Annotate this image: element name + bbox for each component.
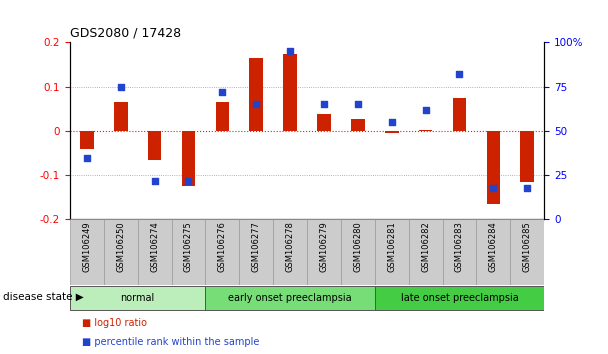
FancyBboxPatch shape: [137, 219, 171, 285]
Point: [319, 102, 329, 107]
Text: normal: normal: [120, 293, 155, 303]
Point: [353, 102, 363, 107]
FancyBboxPatch shape: [206, 219, 240, 285]
Text: GSM106279: GSM106279: [319, 222, 328, 272]
Text: GSM106277: GSM106277: [252, 222, 261, 272]
Text: GSM106282: GSM106282: [421, 222, 430, 272]
Text: ■ percentile rank within the sample: ■ percentile rank within the sample: [82, 337, 260, 347]
Text: early onset preeclampsia: early onset preeclampsia: [228, 293, 352, 303]
Text: disease state ▶: disease state ▶: [3, 292, 84, 302]
Point: [218, 89, 227, 95]
Text: GSM106285: GSM106285: [523, 222, 532, 272]
Text: ■ log10 ratio: ■ log10 ratio: [82, 318, 147, 328]
FancyBboxPatch shape: [273, 219, 307, 285]
Text: GSM106276: GSM106276: [218, 222, 227, 272]
FancyBboxPatch shape: [171, 219, 206, 285]
FancyBboxPatch shape: [375, 219, 409, 285]
Bar: [182, 131, 195, 186]
Bar: [317, 114, 331, 131]
Point: [285, 48, 295, 54]
Text: GSM106250: GSM106250: [116, 222, 125, 272]
FancyBboxPatch shape: [70, 286, 206, 310]
Point: [82, 155, 92, 160]
Bar: [486, 131, 500, 204]
Text: GSM106249: GSM106249: [82, 222, 91, 272]
Point: [150, 178, 159, 183]
Text: late onset preeclampsia: late onset preeclampsia: [401, 293, 519, 303]
FancyBboxPatch shape: [104, 219, 137, 285]
Text: GSM106281: GSM106281: [387, 222, 396, 272]
Point: [421, 107, 430, 113]
Bar: [351, 119, 365, 131]
Bar: [114, 102, 128, 131]
Point: [488, 185, 498, 190]
Text: GSM106275: GSM106275: [184, 222, 193, 272]
Bar: [419, 130, 432, 131]
FancyBboxPatch shape: [443, 219, 477, 285]
Bar: [80, 131, 94, 149]
FancyBboxPatch shape: [477, 219, 510, 285]
Bar: [283, 53, 297, 131]
Bar: [216, 102, 229, 131]
Point: [184, 178, 193, 183]
FancyBboxPatch shape: [70, 219, 104, 285]
Bar: [385, 131, 398, 133]
Text: GSM106284: GSM106284: [489, 222, 498, 272]
FancyBboxPatch shape: [240, 219, 273, 285]
FancyBboxPatch shape: [341, 219, 375, 285]
Bar: [249, 58, 263, 131]
Text: GSM106274: GSM106274: [150, 222, 159, 272]
FancyBboxPatch shape: [510, 219, 544, 285]
FancyBboxPatch shape: [206, 286, 375, 310]
FancyBboxPatch shape: [307, 219, 341, 285]
Text: GDS2080 / 17428: GDS2080 / 17428: [70, 27, 181, 40]
FancyBboxPatch shape: [409, 219, 443, 285]
FancyBboxPatch shape: [375, 286, 544, 310]
Bar: [148, 131, 161, 160]
Text: GSM106278: GSM106278: [286, 222, 295, 272]
Text: GSM106280: GSM106280: [353, 222, 362, 272]
Point: [387, 119, 396, 125]
Bar: [453, 98, 466, 131]
Point: [251, 102, 261, 107]
Point: [116, 84, 126, 90]
Text: GSM106283: GSM106283: [455, 222, 464, 272]
Bar: [520, 131, 534, 182]
Point: [522, 185, 532, 190]
Point: [455, 72, 465, 77]
